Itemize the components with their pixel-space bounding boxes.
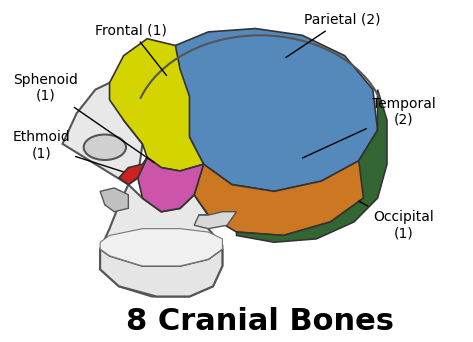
Polygon shape xyxy=(236,90,387,242)
Polygon shape xyxy=(100,249,222,297)
Text: Sphenoid
(1): Sphenoid (1) xyxy=(14,73,154,163)
Polygon shape xyxy=(119,157,147,185)
Polygon shape xyxy=(194,212,236,229)
Polygon shape xyxy=(62,83,222,297)
Text: Ethmoid
(1): Ethmoid (1) xyxy=(12,130,123,172)
Polygon shape xyxy=(175,28,377,191)
Polygon shape xyxy=(138,157,203,212)
Polygon shape xyxy=(100,188,128,212)
Ellipse shape xyxy=(84,134,126,160)
Polygon shape xyxy=(110,39,203,171)
Text: Parietal (2): Parietal (2) xyxy=(286,13,381,57)
Polygon shape xyxy=(194,130,377,235)
Text: Frontal (1): Frontal (1) xyxy=(95,23,166,76)
Text: Temporal
(2): Temporal (2) xyxy=(303,96,435,158)
Text: Occipital
(1): Occipital (1) xyxy=(359,201,434,240)
Text: 8 Cranial Bones: 8 Cranial Bones xyxy=(126,307,394,337)
Polygon shape xyxy=(100,229,222,266)
